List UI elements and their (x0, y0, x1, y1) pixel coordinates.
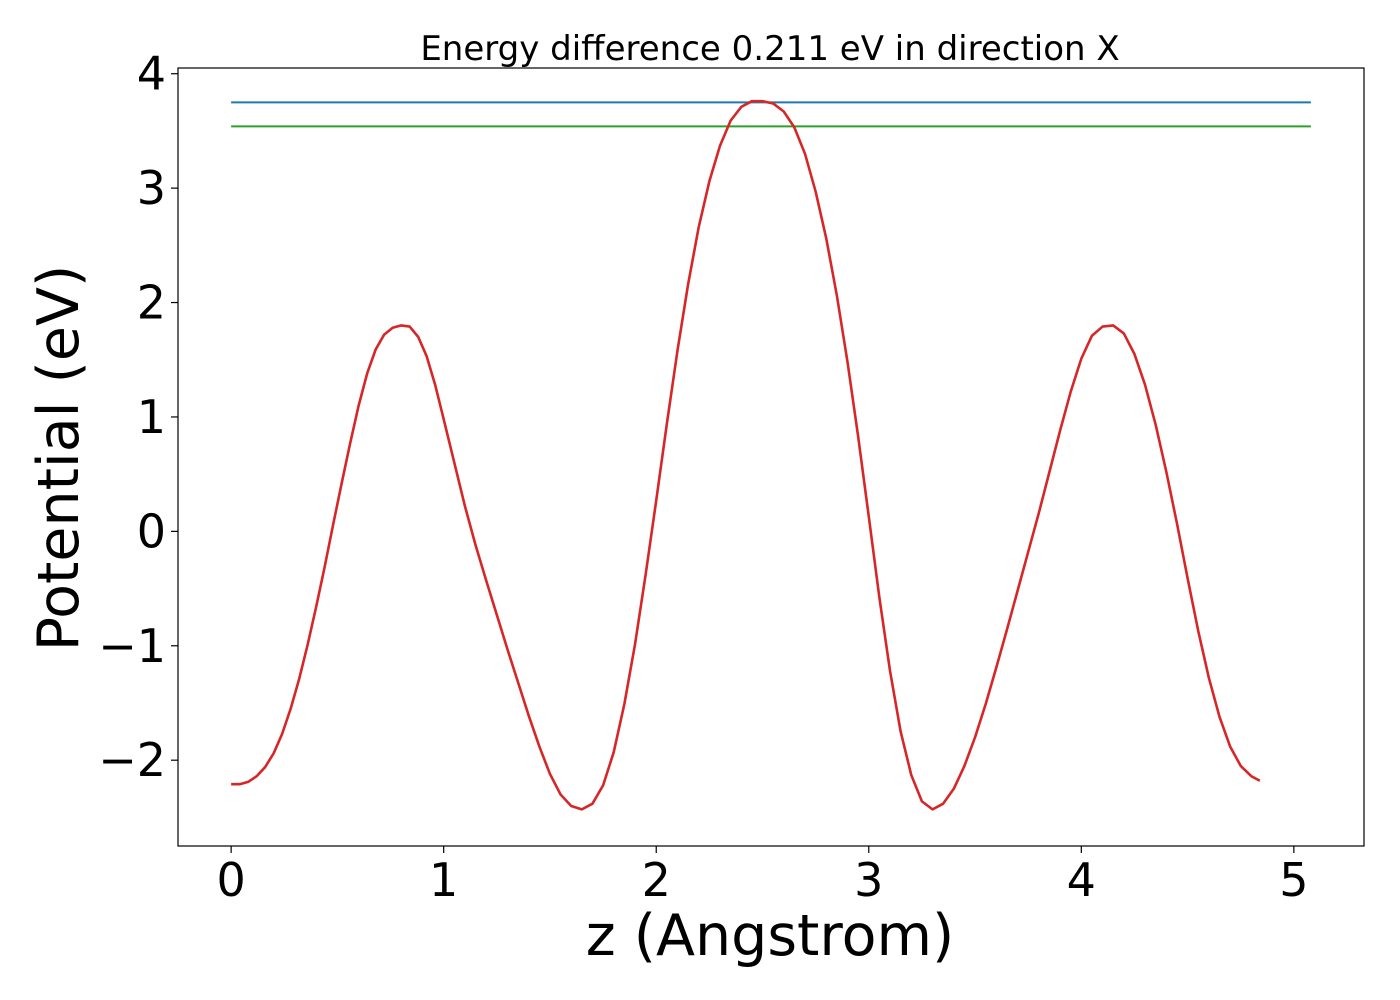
y-tick-label: 4 (137, 47, 166, 101)
x-tick-label: 3 (854, 853, 883, 907)
y-tick-label: −2 (98, 733, 166, 787)
y-tick-label: 3 (137, 161, 166, 215)
chart-title: Energy difference 0.211 eV in direction … (420, 29, 1119, 69)
x-axis-label: z (Angstrom) (586, 903, 954, 969)
y-axis-ticks: −2 −1 0 1 2 3 4 (98, 47, 178, 787)
x-tick-label: 4 (1067, 853, 1096, 907)
x-tick-label: 0 (216, 853, 245, 907)
series-layer (231, 99, 1311, 811)
potential-curve (231, 99, 1261, 811)
y-tick-label: −1 (98, 619, 166, 673)
x-tick-label: 5 (1279, 853, 1308, 907)
y-tick-label: 2 (137, 276, 166, 330)
x-tick-label: 2 (642, 853, 671, 907)
y-axis-label: Potential (eV) (26, 265, 92, 651)
y-tick-label: 0 (137, 504, 166, 558)
x-axis-ticks: 0 1 2 3 4 5 (216, 846, 1309, 907)
plot-frame (177, 67, 1365, 847)
y-tick-label: 1 (137, 390, 166, 444)
x-tick-label: 1 (429, 853, 458, 907)
